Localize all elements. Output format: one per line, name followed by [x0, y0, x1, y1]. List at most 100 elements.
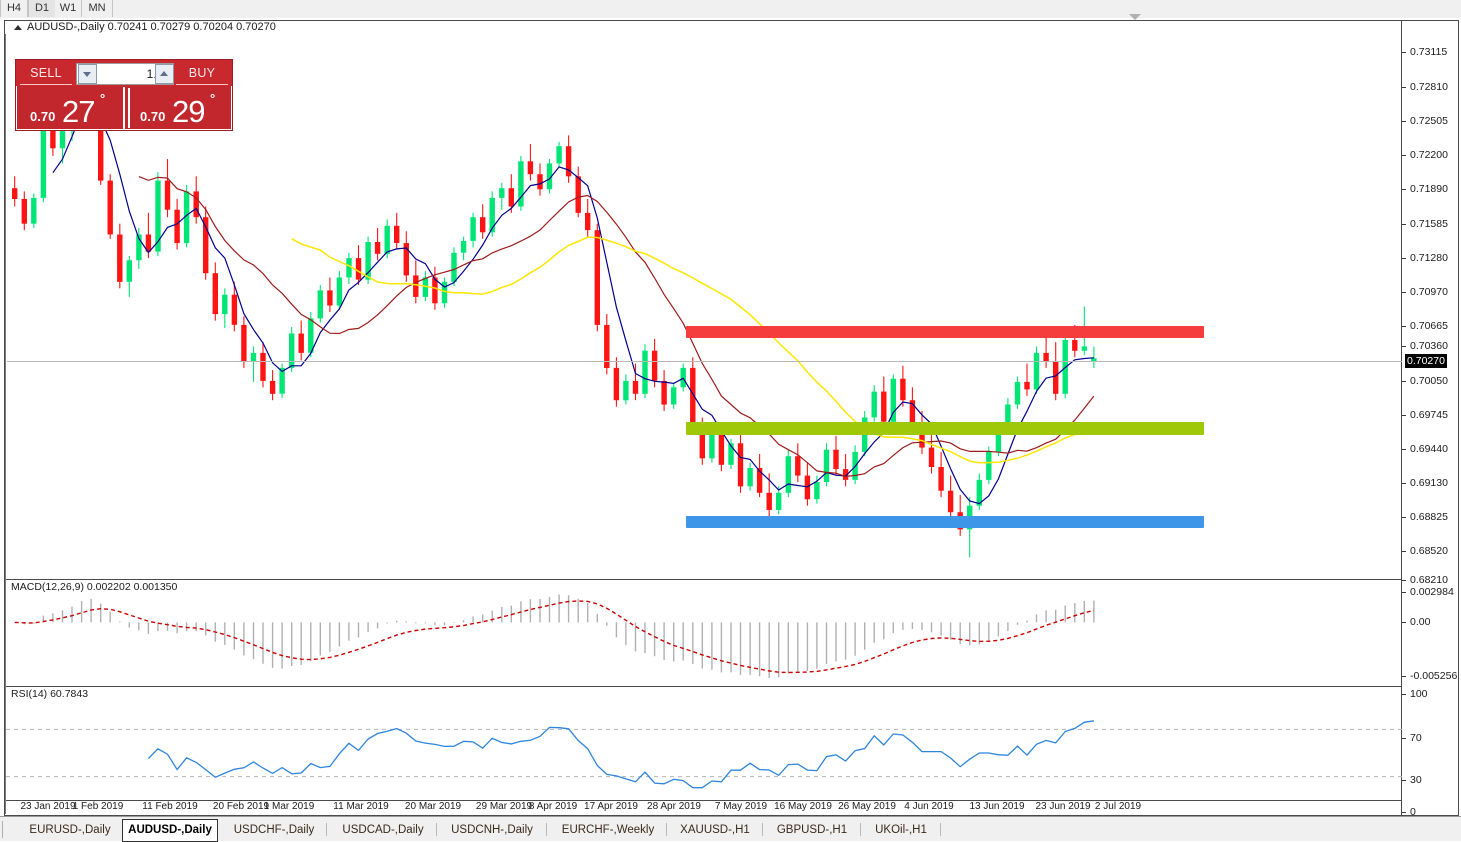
timeframe-button-h4[interactable]: H4	[1, 0, 28, 17]
buy-price-pips: 29	[172, 94, 205, 128]
chevron-down-icon[interactable]	[1129, 14, 1141, 20]
current-price-label: 0.70270	[1405, 354, 1447, 368]
tab-separator	[436, 823, 437, 836]
price-tick-mark	[1402, 292, 1406, 293]
date-axis-label: 7 May 2019	[714, 801, 768, 812]
price-tick-label: 0.00	[1410, 616, 1431, 628]
rsi-pane[interactable]: RSI(14) 60.7843	[6, 687, 1402, 814]
price-tick-mark	[1402, 224, 1406, 225]
date-axis-label: 1 Mar 2019	[263, 801, 315, 812]
macd-pane-top-border	[6, 579, 1402, 580]
price-tick-label: 0.72810	[1410, 81, 1448, 93]
buy-quote[interactable]: 0.70 29 °	[128, 88, 232, 128]
price-tick-label: 0	[1410, 806, 1416, 818]
price-tick-mark	[1402, 580, 1406, 581]
date-axis-label: 2 Jul 2019	[1094, 801, 1142, 812]
price-tick-mark	[1402, 812, 1406, 813]
chart-window: AUDUSD-,Daily 0.70241 0.70279 0.70204 0.…	[4, 20, 1459, 818]
chart-titlebar: AUDUSD-,Daily 0.70241 0.70279 0.70204 0.…	[5, 21, 1458, 34]
sell-button[interactable]: SELL	[20, 62, 72, 85]
midline-zone[interactable]	[686, 422, 1204, 435]
price-tick-label: 0.69130	[1410, 477, 1448, 489]
chart-tab-usdcaddaily[interactable]: USDCAD-,Daily	[342, 824, 424, 836]
date-axis-label: 26 May 2019	[838, 801, 896, 812]
date-axis-label: 23 Jan 2019	[20, 801, 76, 812]
price-tick-mark	[1402, 415, 1406, 416]
chart-tab-strip: EURUSD-,Daily AUDUSD-,Daily USDCHF-,Daily U…	[0, 816, 1461, 842]
price-tick-mark	[1402, 258, 1406, 259]
chart-tab-usdchfdaily[interactable]: USDCHF-,Daily	[233, 824, 315, 836]
sell-price-pips: 27	[62, 94, 95, 128]
date-axis-label: 23 Jun 2019	[1035, 801, 1091, 812]
chevron-up-icon	[160, 71, 168, 76]
one-click-trading-panel[interactable]: SELL BUY 1.00 0.70 27 ° 0.70 29 °	[15, 59, 233, 131]
chart-tab-ukoilh1[interactable]: UKOil-,H1	[875, 824, 927, 836]
timeframe-toolbar: H4 D1 W1 MN	[0, 0, 1461, 19]
timeframe-label-d1: D1	[34, 2, 50, 14]
price-tick-label: 0.68825	[1410, 511, 1448, 523]
price-tick-mark	[1402, 381, 1406, 382]
support-zone[interactable]	[686, 516, 1204, 528]
sell-quote[interactable]: 0.70 27 °	[18, 88, 122, 128]
volume-decrement-button[interactable]	[78, 64, 97, 84]
rsi-label: RSI(14) 60.7843	[11, 688, 89, 700]
chart-tab-xauusdh1[interactable]: XAUUSD-,H1	[680, 824, 750, 836]
price-tick-label: 0.70970	[1410, 286, 1448, 298]
price-tick-mark	[1402, 517, 1406, 518]
price-tick-mark	[1402, 87, 1406, 88]
macd-pane[interactable]: MACD(12,26,9) 0.002202 0.001350	[6, 580, 1402, 686]
price-tick-label: 100	[1410, 688, 1428, 700]
date-axis-label: 13 Jun 2019	[969, 801, 1025, 812]
chart-tab-usdcnhdaily[interactable]: USDCNH-,Daily	[451, 824, 533, 836]
price-tick-label: -0.005256	[1410, 670, 1458, 682]
price-tick-mark	[1402, 483, 1406, 484]
resistance-zone[interactable]	[686, 326, 1204, 338]
date-axis[interactable]: 23 Jan 2019 1 Feb 2019 11 Feb 2019 20 Feb 2…	[6, 801, 1402, 815]
price-tick-label: 0.70050	[1410, 375, 1448, 387]
triangle-up-icon[interactable]	[14, 25, 22, 30]
volume-increment-button[interactable]	[155, 64, 174, 84]
tab-separator	[762, 823, 763, 836]
date-axis-label: 17 Apr 2019	[584, 801, 638, 812]
chart-tab-gbpusdh1[interactable]: GBPUSD-,H1	[776, 824, 848, 836]
toolbar-gap	[0, 18, 1461, 20]
price-tick-mark	[1402, 346, 1406, 347]
price-tick-label: 30	[1410, 774, 1422, 786]
macd-label: MACD(12,26,9) 0.002202 0.001350	[11, 581, 178, 593]
tab-separator	[546, 823, 547, 836]
timeframe-button-d1[interactable]: D1	[28, 0, 56, 17]
sell-price-fraction: °	[100, 91, 106, 106]
price-tick-label: 0.70360	[1410, 340, 1448, 352]
timeframe-button-w1[interactable]: W1	[55, 0, 82, 17]
oct-divider	[123, 87, 125, 129]
chart-tab-audusddaily[interactable]: AUDUSD-,Daily	[122, 819, 218, 842]
date-axis-label: 4 Jun 2019	[904, 801, 954, 812]
price-pane[interactable]	[6, 34, 1402, 579]
price-tick-label: 0.73115	[1410, 46, 1448, 58]
price-tick-mark	[1402, 780, 1406, 781]
price-tick-mark	[1402, 326, 1406, 327]
price-scale[interactable]: 0.73115 0.72810 0.72505 0.72200 0.71890 0.715…	[1401, 21, 1458, 818]
buy-button[interactable]: BUY	[176, 62, 228, 85]
price-tick-mark	[1402, 694, 1406, 695]
plot-left-border	[5, 34, 6, 814]
oct-header: SELL BUY 1.00	[16, 60, 232, 86]
tab-separator	[860, 823, 861, 836]
timeframe-button-mn[interactable]: MN	[82, 0, 113, 17]
sell-price-prefix: 0.70	[30, 109, 56, 124]
timeframe-label-h4: H4	[6, 2, 22, 14]
price-tick-label: 0.72200	[1410, 149, 1448, 161]
buy-price-prefix: 0.70	[140, 109, 166, 124]
timeframe-label-w1: W1	[59, 2, 77, 14]
date-axis-label: 29 Mar 2019	[475, 801, 533, 812]
price-tick-mark	[1402, 622, 1406, 623]
price-tick-label: 0.71890	[1410, 183, 1448, 195]
date-axis-border	[6, 800, 1402, 801]
toolbar-left-edge	[0, 0, 1, 17]
chart-tab-eurusddaily[interactable]: EURUSD-,Daily	[29, 824, 111, 836]
price-tick-mark	[1402, 551, 1406, 552]
date-axis-label: 11 Mar 2019	[333, 801, 389, 812]
tab-separator	[326, 823, 327, 836]
chart-tab-eurchfweekly[interactable]: EURCHF-,Weekly	[561, 824, 655, 836]
price-tick-label: 0.69440	[1410, 443, 1448, 455]
